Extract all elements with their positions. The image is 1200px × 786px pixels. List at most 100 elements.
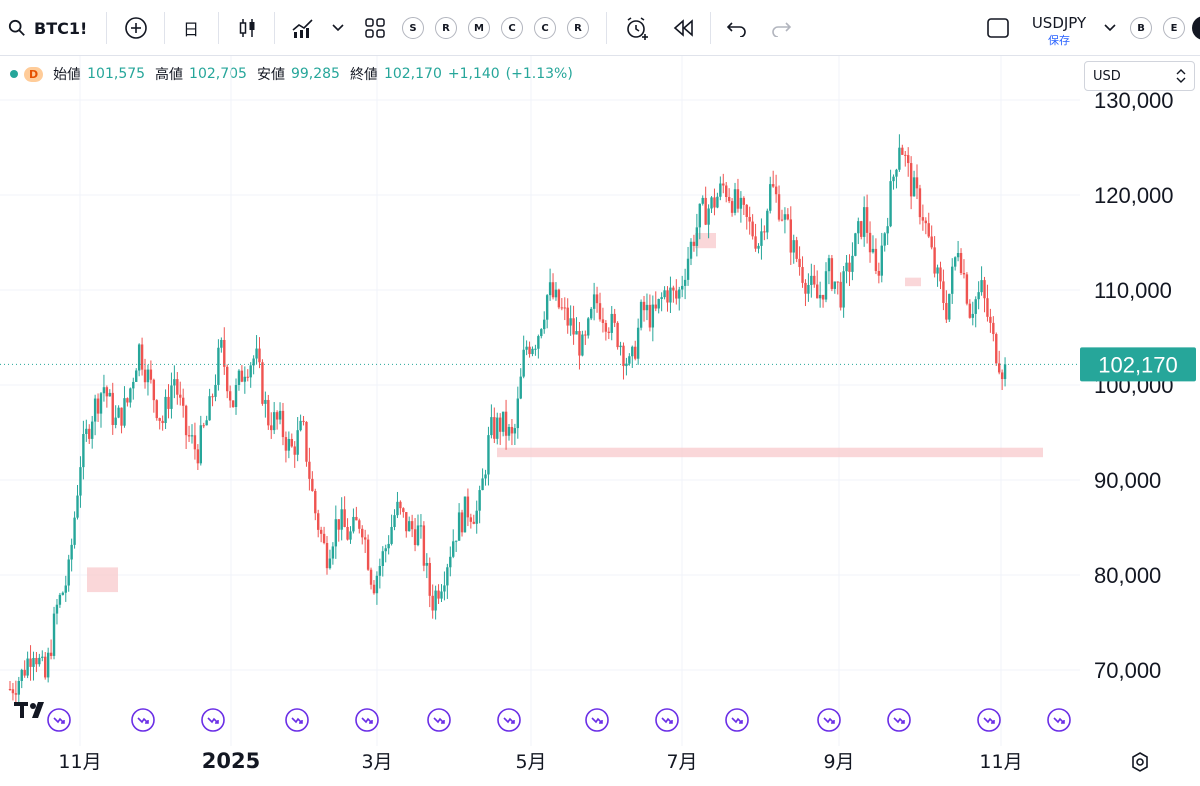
candle xyxy=(46,647,50,683)
candle xyxy=(181,388,185,418)
candle-body xyxy=(763,231,766,233)
candle xyxy=(396,491,399,519)
candle-body xyxy=(513,428,517,434)
candle-body xyxy=(786,214,790,220)
candle-body xyxy=(909,163,913,197)
add-symbol-button[interactable] xyxy=(120,12,152,44)
circle-button-c2[interactable]: C xyxy=(534,17,556,39)
tradingview-logo[interactable] xyxy=(14,700,50,725)
candle-body xyxy=(516,398,520,429)
candle xyxy=(560,298,564,311)
currency-select[interactable]: USD xyxy=(1084,61,1195,91)
circle-button-c[interactable]: C xyxy=(501,17,523,39)
circle-button-s[interactable]: S xyxy=(402,17,424,39)
candle xyxy=(431,584,434,619)
candle xyxy=(722,173,725,194)
replay-button[interactable] xyxy=(668,12,698,44)
candle xyxy=(305,421,308,467)
square-icon xyxy=(987,18,1009,38)
toolbar-divider xyxy=(106,12,107,44)
candle-body xyxy=(543,319,546,330)
candle-body xyxy=(214,384,217,397)
candle xyxy=(402,507,405,518)
compare-symbol[interactable]: USDJPY 保存 xyxy=(1022,14,1096,48)
candle-body xyxy=(428,562,431,596)
candle xyxy=(519,368,522,400)
layout-select-button[interactable] xyxy=(984,12,1012,44)
undo-button[interactable] xyxy=(722,12,752,44)
chart-type-button[interactable] xyxy=(232,12,262,44)
candle-body xyxy=(478,490,481,511)
candle-body xyxy=(628,356,631,364)
candle xyxy=(449,546,452,577)
circle-button-e[interactable]: E xyxy=(1163,17,1185,39)
candle xyxy=(164,389,167,430)
candle xyxy=(446,563,449,599)
candle xyxy=(945,290,948,323)
circle-button-r[interactable]: R xyxy=(435,17,457,39)
candle-body xyxy=(877,270,881,276)
candle xyxy=(672,285,675,303)
price-chart[interactable]: 70,00080,00090,000100,000110,000120,0001… xyxy=(0,56,1200,786)
circle-button-b[interactable]: B xyxy=(1130,17,1152,39)
last-price-badge xyxy=(1080,347,1196,382)
alert-button[interactable] xyxy=(622,12,652,44)
candle-body xyxy=(440,591,443,599)
candle-body xyxy=(833,281,837,289)
avatar[interactable] xyxy=(1192,16,1200,40)
candle xyxy=(399,500,402,515)
candle xyxy=(108,389,111,397)
candle-body xyxy=(287,438,291,451)
candle-body xyxy=(701,197,704,204)
candle xyxy=(267,394,270,430)
candle xyxy=(408,516,411,532)
candle-body xyxy=(205,420,208,426)
event-marker-icon xyxy=(131,708,155,732)
candle xyxy=(836,281,839,295)
event-marker-icon xyxy=(285,708,309,732)
event-marker-glyph xyxy=(1053,717,1065,724)
symbol-search-button[interactable]: BTC1! xyxy=(8,0,87,56)
candle-body xyxy=(540,329,543,337)
candle xyxy=(642,295,646,322)
compare-dropdown[interactable] xyxy=(1100,12,1120,44)
event-markers[interactable] xyxy=(47,708,1071,732)
candle-body xyxy=(366,539,370,570)
candle-body xyxy=(810,275,813,285)
indicators-button[interactable] xyxy=(288,12,318,44)
candle-body xyxy=(314,490,317,514)
redo-button[interactable] xyxy=(766,12,796,44)
candle-body xyxy=(114,417,117,425)
candle xyxy=(563,297,566,321)
candle-body xyxy=(399,501,402,509)
candle-body xyxy=(234,384,238,408)
settings-icon[interactable] xyxy=(1128,750,1152,774)
candle xyxy=(924,217,928,235)
price-axis[interactable]: 70,00080,00090,000100,000110,000120,0001… xyxy=(1080,88,1196,683)
time-axis[interactable]: 11月 2025 3月 5月 7月 9月 11月 xyxy=(58,749,1022,773)
candle-body xyxy=(226,366,229,392)
candle xyxy=(67,554,70,592)
candle-body xyxy=(487,435,490,475)
candle-body xyxy=(343,509,346,527)
candle-body xyxy=(816,284,819,299)
candle-body xyxy=(44,656,47,678)
layout-button[interactable] xyxy=(362,12,388,44)
candle-body xyxy=(678,289,681,299)
candle xyxy=(440,584,443,603)
indicators-dropdown[interactable] xyxy=(328,12,348,44)
interval-button[interactable]: 日 xyxy=(182,20,199,39)
alarm-clock-plus-icon xyxy=(627,17,648,40)
candle xyxy=(895,168,898,189)
candle-body xyxy=(173,379,176,386)
circle-button-r2[interactable]: R xyxy=(567,17,589,39)
candle xyxy=(537,334,540,359)
candle xyxy=(70,538,73,572)
candle-body xyxy=(871,248,875,253)
candle xyxy=(636,318,640,365)
candle-body xyxy=(595,294,599,304)
candle xyxy=(507,423,511,441)
candle-body xyxy=(252,358,255,366)
undo-icon xyxy=(726,22,746,37)
circle-button-m[interactable]: M xyxy=(468,17,490,39)
